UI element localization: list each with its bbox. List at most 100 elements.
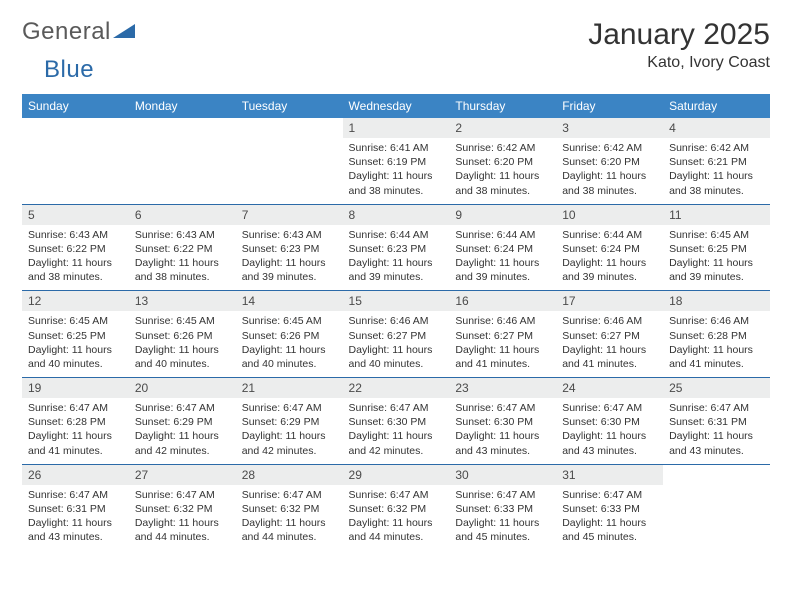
day-number: 20 xyxy=(129,378,236,398)
day-details: Sunrise: 6:43 AMSunset: 6:22 PMDaylight:… xyxy=(22,225,129,291)
calendar-cell: 4Sunrise: 6:42 AMSunset: 6:21 PMDaylight… xyxy=(663,118,770,204)
day-number: 17 xyxy=(556,291,663,311)
day-number: 14 xyxy=(236,291,343,311)
day-details: Sunrise: 6:45 AMSunset: 6:26 PMDaylight:… xyxy=(236,311,343,377)
day-number: 12 xyxy=(22,291,129,311)
day-number: 24 xyxy=(556,378,663,398)
day-details: Sunrise: 6:47 AMSunset: 6:32 PMDaylight:… xyxy=(129,485,236,551)
calendar-cell: 19Sunrise: 6:47 AMSunset: 6:28 PMDayligh… xyxy=(22,378,129,465)
calendar-cell: 15Sunrise: 6:46 AMSunset: 6:27 PMDayligh… xyxy=(343,291,450,378)
day-number: 7 xyxy=(236,205,343,225)
calendar-cell xyxy=(129,118,236,204)
day-number: 29 xyxy=(343,465,450,485)
calendar-week-row: 19Sunrise: 6:47 AMSunset: 6:28 PMDayligh… xyxy=(22,378,770,465)
day-number: 28 xyxy=(236,465,343,485)
day-details: Sunrise: 6:43 AMSunset: 6:22 PMDaylight:… xyxy=(129,225,236,291)
day-number: 19 xyxy=(22,378,129,398)
weekday-header: Friday xyxy=(556,94,663,118)
day-number: 23 xyxy=(449,378,556,398)
weekday-header-row: SundayMondayTuesdayWednesdayThursdayFrid… xyxy=(22,94,770,118)
calendar-cell: 25Sunrise: 6:47 AMSunset: 6:31 PMDayligh… xyxy=(663,378,770,465)
calendar-cell: 14Sunrise: 6:45 AMSunset: 6:26 PMDayligh… xyxy=(236,291,343,378)
day-number: 18 xyxy=(663,291,770,311)
day-number: 31 xyxy=(556,465,663,485)
day-details: Sunrise: 6:46 AMSunset: 6:27 PMDaylight:… xyxy=(449,311,556,377)
calendar-table: SundayMondayTuesdayWednesdayThursdayFrid… xyxy=(22,94,770,550)
day-details: Sunrise: 6:41 AMSunset: 6:19 PMDaylight:… xyxy=(343,138,450,204)
day-details: Sunrise: 6:47 AMSunset: 6:30 PMDaylight:… xyxy=(556,398,663,464)
calendar-cell: 20Sunrise: 6:47 AMSunset: 6:29 PMDayligh… xyxy=(129,378,236,465)
day-number: 1 xyxy=(343,118,450,138)
calendar-cell: 18Sunrise: 6:46 AMSunset: 6:28 PMDayligh… xyxy=(663,291,770,378)
day-number: 6 xyxy=(129,205,236,225)
day-number: 5 xyxy=(22,205,129,225)
day-details: Sunrise: 6:42 AMSunset: 6:20 PMDaylight:… xyxy=(556,138,663,204)
day-details: Sunrise: 6:45 AMSunset: 6:25 PMDaylight:… xyxy=(663,225,770,291)
day-number: 26 xyxy=(22,465,129,485)
day-number: 8 xyxy=(343,205,450,225)
calendar-cell: 3Sunrise: 6:42 AMSunset: 6:20 PMDaylight… xyxy=(556,118,663,204)
calendar-week-row: 5Sunrise: 6:43 AMSunset: 6:22 PMDaylight… xyxy=(22,204,770,291)
calendar-cell: 29Sunrise: 6:47 AMSunset: 6:32 PMDayligh… xyxy=(343,464,450,550)
calendar-cell: 26Sunrise: 6:47 AMSunset: 6:31 PMDayligh… xyxy=(22,464,129,550)
day-details: Sunrise: 6:47 AMSunset: 6:31 PMDaylight:… xyxy=(22,485,129,551)
day-details: Sunrise: 6:47 AMSunset: 6:32 PMDaylight:… xyxy=(343,485,450,551)
calendar-cell: 9Sunrise: 6:44 AMSunset: 6:24 PMDaylight… xyxy=(449,204,556,291)
logo-triangle-icon xyxy=(113,22,135,43)
day-details: Sunrise: 6:47 AMSunset: 6:29 PMDaylight:… xyxy=(236,398,343,464)
weekday-header: Wednesday xyxy=(343,94,450,118)
day-number: 16 xyxy=(449,291,556,311)
day-details: Sunrise: 6:46 AMSunset: 6:27 PMDaylight:… xyxy=(343,311,450,377)
location-label: Kato, Ivory Coast xyxy=(588,54,770,72)
calendar-cell: 7Sunrise: 6:43 AMSunset: 6:23 PMDaylight… xyxy=(236,204,343,291)
calendar-cell: 6Sunrise: 6:43 AMSunset: 6:22 PMDaylight… xyxy=(129,204,236,291)
calendar-cell xyxy=(663,464,770,550)
calendar-cell: 13Sunrise: 6:45 AMSunset: 6:26 PMDayligh… xyxy=(129,291,236,378)
calendar-cell: 11Sunrise: 6:45 AMSunset: 6:25 PMDayligh… xyxy=(663,204,770,291)
day-number: 25 xyxy=(663,378,770,398)
title-block: January 2025 Kato, Ivory Coast xyxy=(588,18,770,72)
weekday-header: Saturday xyxy=(663,94,770,118)
day-number: 15 xyxy=(343,291,450,311)
calendar-cell: 8Sunrise: 6:44 AMSunset: 6:23 PMDaylight… xyxy=(343,204,450,291)
day-details: Sunrise: 6:47 AMSunset: 6:31 PMDaylight:… xyxy=(663,398,770,464)
calendar-week-row: 1Sunrise: 6:41 AMSunset: 6:19 PMDaylight… xyxy=(22,118,770,204)
day-number: 2 xyxy=(449,118,556,138)
day-number: 13 xyxy=(129,291,236,311)
calendar-cell: 2Sunrise: 6:42 AMSunset: 6:20 PMDaylight… xyxy=(449,118,556,204)
calendar-body: 1Sunrise: 6:41 AMSunset: 6:19 PMDaylight… xyxy=(22,118,770,550)
calendar-cell: 5Sunrise: 6:43 AMSunset: 6:22 PMDaylight… xyxy=(22,204,129,291)
calendar-week-row: 26Sunrise: 6:47 AMSunset: 6:31 PMDayligh… xyxy=(22,464,770,550)
day-details: Sunrise: 6:47 AMSunset: 6:33 PMDaylight:… xyxy=(556,485,663,551)
calendar-cell: 23Sunrise: 6:47 AMSunset: 6:30 PMDayligh… xyxy=(449,378,556,465)
day-details: Sunrise: 6:47 AMSunset: 6:33 PMDaylight:… xyxy=(449,485,556,551)
day-number: 3 xyxy=(556,118,663,138)
day-details: Sunrise: 6:42 AMSunset: 6:20 PMDaylight:… xyxy=(449,138,556,204)
calendar-cell: 27Sunrise: 6:47 AMSunset: 6:32 PMDayligh… xyxy=(129,464,236,550)
calendar-cell xyxy=(236,118,343,204)
logo: General xyxy=(22,18,135,46)
logo-text-general: General xyxy=(22,18,111,46)
day-details: Sunrise: 6:44 AMSunset: 6:24 PMDaylight:… xyxy=(449,225,556,291)
weekday-header: Tuesday xyxy=(236,94,343,118)
day-details: Sunrise: 6:44 AMSunset: 6:23 PMDaylight:… xyxy=(343,225,450,291)
day-details: Sunrise: 6:47 AMSunset: 6:30 PMDaylight:… xyxy=(343,398,450,464)
calendar-week-row: 12Sunrise: 6:45 AMSunset: 6:25 PMDayligh… xyxy=(22,291,770,378)
day-number: 30 xyxy=(449,465,556,485)
day-details: Sunrise: 6:47 AMSunset: 6:30 PMDaylight:… xyxy=(449,398,556,464)
calendar-cell: 22Sunrise: 6:47 AMSunset: 6:30 PMDayligh… xyxy=(343,378,450,465)
day-details: Sunrise: 6:47 AMSunset: 6:32 PMDaylight:… xyxy=(236,485,343,551)
day-number: 4 xyxy=(663,118,770,138)
calendar-cell: 12Sunrise: 6:45 AMSunset: 6:25 PMDayligh… xyxy=(22,291,129,378)
calendar-cell: 10Sunrise: 6:44 AMSunset: 6:24 PMDayligh… xyxy=(556,204,663,291)
day-details: Sunrise: 6:46 AMSunset: 6:27 PMDaylight:… xyxy=(556,311,663,377)
calendar-cell: 30Sunrise: 6:47 AMSunset: 6:33 PMDayligh… xyxy=(449,464,556,550)
calendar-cell: 17Sunrise: 6:46 AMSunset: 6:27 PMDayligh… xyxy=(556,291,663,378)
calendar-cell: 16Sunrise: 6:46 AMSunset: 6:27 PMDayligh… xyxy=(449,291,556,378)
day-number: 11 xyxy=(663,205,770,225)
day-number: 22 xyxy=(343,378,450,398)
day-details: Sunrise: 6:47 AMSunset: 6:29 PMDaylight:… xyxy=(129,398,236,464)
day-number: 10 xyxy=(556,205,663,225)
weekday-header: Monday xyxy=(129,94,236,118)
day-details: Sunrise: 6:42 AMSunset: 6:21 PMDaylight:… xyxy=(663,138,770,204)
